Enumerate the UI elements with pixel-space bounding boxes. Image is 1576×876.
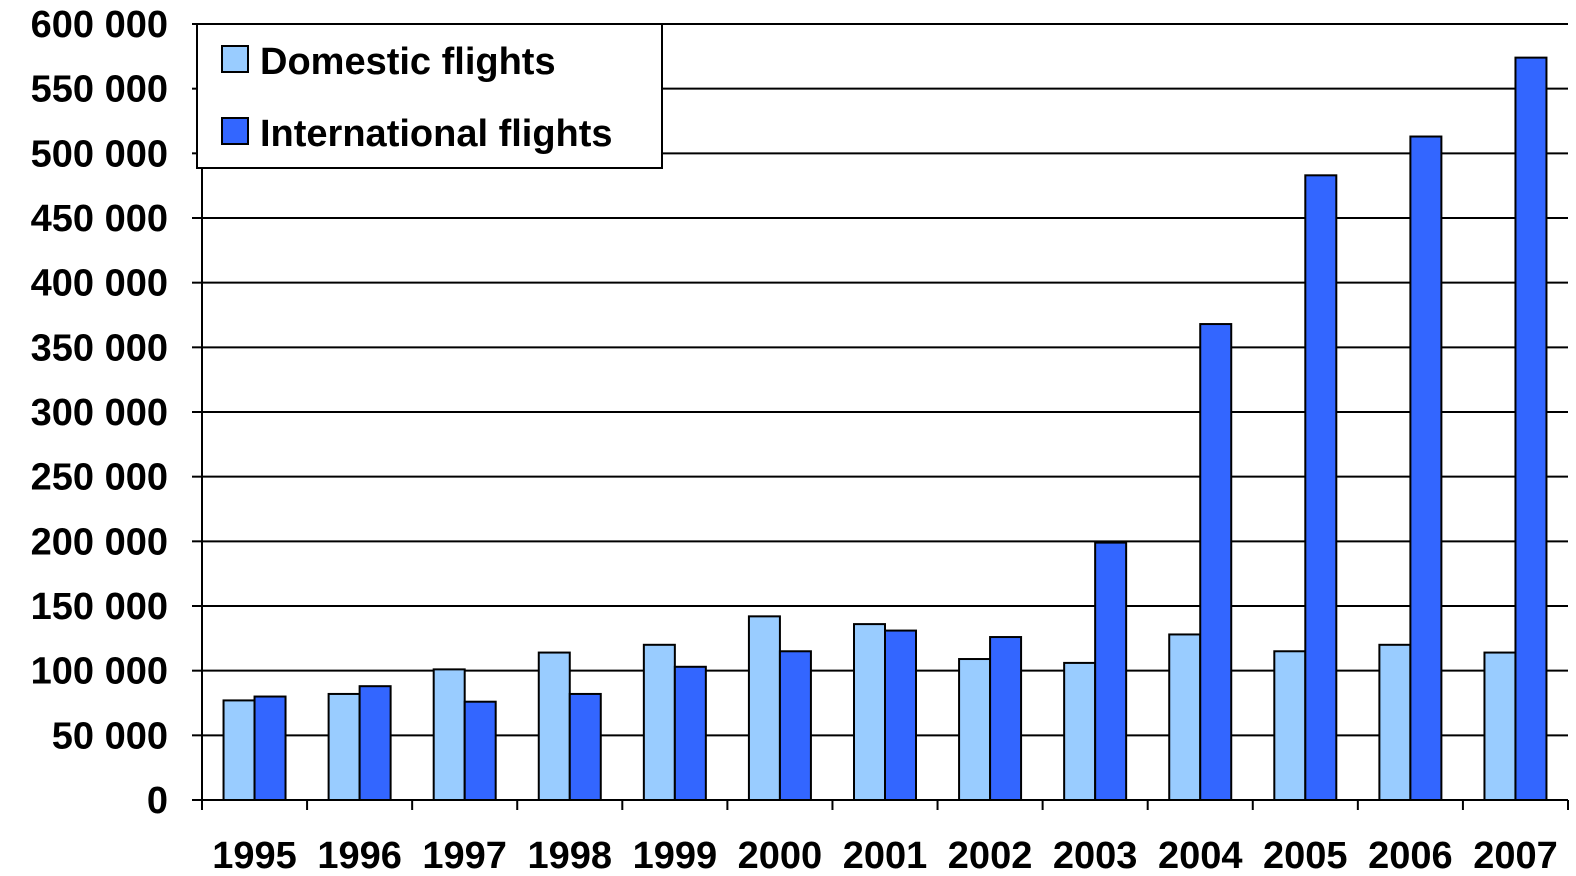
bar-domestic-1997 [432, 668, 466, 802]
x-tick-label: 1995 [212, 835, 297, 876]
y-tick-label: 0 [147, 780, 168, 822]
y-tick-label: 150 000 [31, 586, 168, 628]
x-tick-label: 1996 [317, 835, 402, 876]
bar-domestic-1995 [222, 699, 256, 801]
bar-domestic-2006 [1378, 643, 1412, 801]
bar-domestic-1999 [642, 643, 676, 801]
y-axis-ticks: 0 50 000 100 000 150 000 200 000 250 000 300 0… [31, 4, 202, 822]
x-tick-label: 2007 [1473, 835, 1558, 876]
bar-domestic-2000 [747, 615, 781, 802]
x-tick-label: 1999 [633, 835, 718, 876]
y-tick-label: 200 000 [31, 521, 168, 563]
x-tick-label: 2004 [1158, 835, 1243, 876]
y-tick-label: 350 000 [31, 327, 168, 369]
bar-domestic-1996 [327, 692, 361, 801]
bar-domestic-2007 [1483, 651, 1517, 801]
bar-international-1997 [463, 700, 497, 801]
bar-domestic-2004 [1168, 633, 1202, 801]
bar-domestic-2002 [958, 658, 992, 801]
bar-international-2005 [1304, 174, 1338, 801]
legend-label-domestic: Domestic flights [260, 41, 556, 83]
bar-international-1995 [253, 695, 287, 801]
x-tick-label: 2006 [1368, 835, 1453, 876]
bar-domestic-2001 [853, 623, 886, 802]
bar-domestic-2005 [1273, 650, 1307, 801]
bar-international-1998 [568, 692, 602, 801]
bar-international-2002 [989, 636, 1023, 801]
bar-domestic-1998 [537, 651, 571, 801]
y-tick-label: 250 000 [31, 457, 168, 499]
x-axis-ticks: 1995 1996 1997 1998 1999 2000 2001 2002 2003 2004… [201, 800, 1569, 876]
y-tick-label: 500 000 [31, 133, 168, 175]
bars [222, 56, 1548, 802]
bar-international-2006 [1409, 135, 1443, 801]
x-tick-label: 2002 [948, 835, 1033, 876]
y-tick-label: 50 000 [52, 715, 168, 757]
y-tick-label: 100 000 [31, 651, 168, 693]
x-tick-label: 2000 [738, 835, 823, 876]
y-tick-label: 400 000 [31, 263, 168, 305]
bar-international-1999 [673, 665, 707, 802]
bar-international-1996 [358, 685, 392, 801]
x-tick-label: 2001 [843, 835, 928, 876]
legend-label-international: International flights [260, 113, 613, 155]
y-tick-label: 550 000 [31, 69, 168, 111]
legend-box [196, 23, 663, 169]
bar-international-2004 [1199, 323, 1233, 801]
x-tick-label: 2005 [1263, 835, 1348, 876]
y-tick-label: 600 000 [31, 4, 168, 46]
bar-international-2000 [778, 650, 812, 801]
y-tick-label: 300 000 [31, 392, 168, 434]
legend-swatch-domestic [221, 45, 249, 73]
x-tick-label: 1998 [527, 835, 612, 876]
x-tick-label: 2003 [1053, 835, 1138, 876]
bar-domestic-2003 [1063, 661, 1097, 802]
bar-international-2007 [1514, 56, 1548, 802]
y-tick-label: 450 000 [31, 198, 168, 240]
legend: Domestic flights International flights [196, 23, 663, 169]
bar-international-2001 [884, 629, 917, 801]
legend-swatch-international [221, 117, 249, 145]
bar-international-2003 [1094, 541, 1128, 801]
x-tick-label: 1997 [422, 835, 507, 876]
